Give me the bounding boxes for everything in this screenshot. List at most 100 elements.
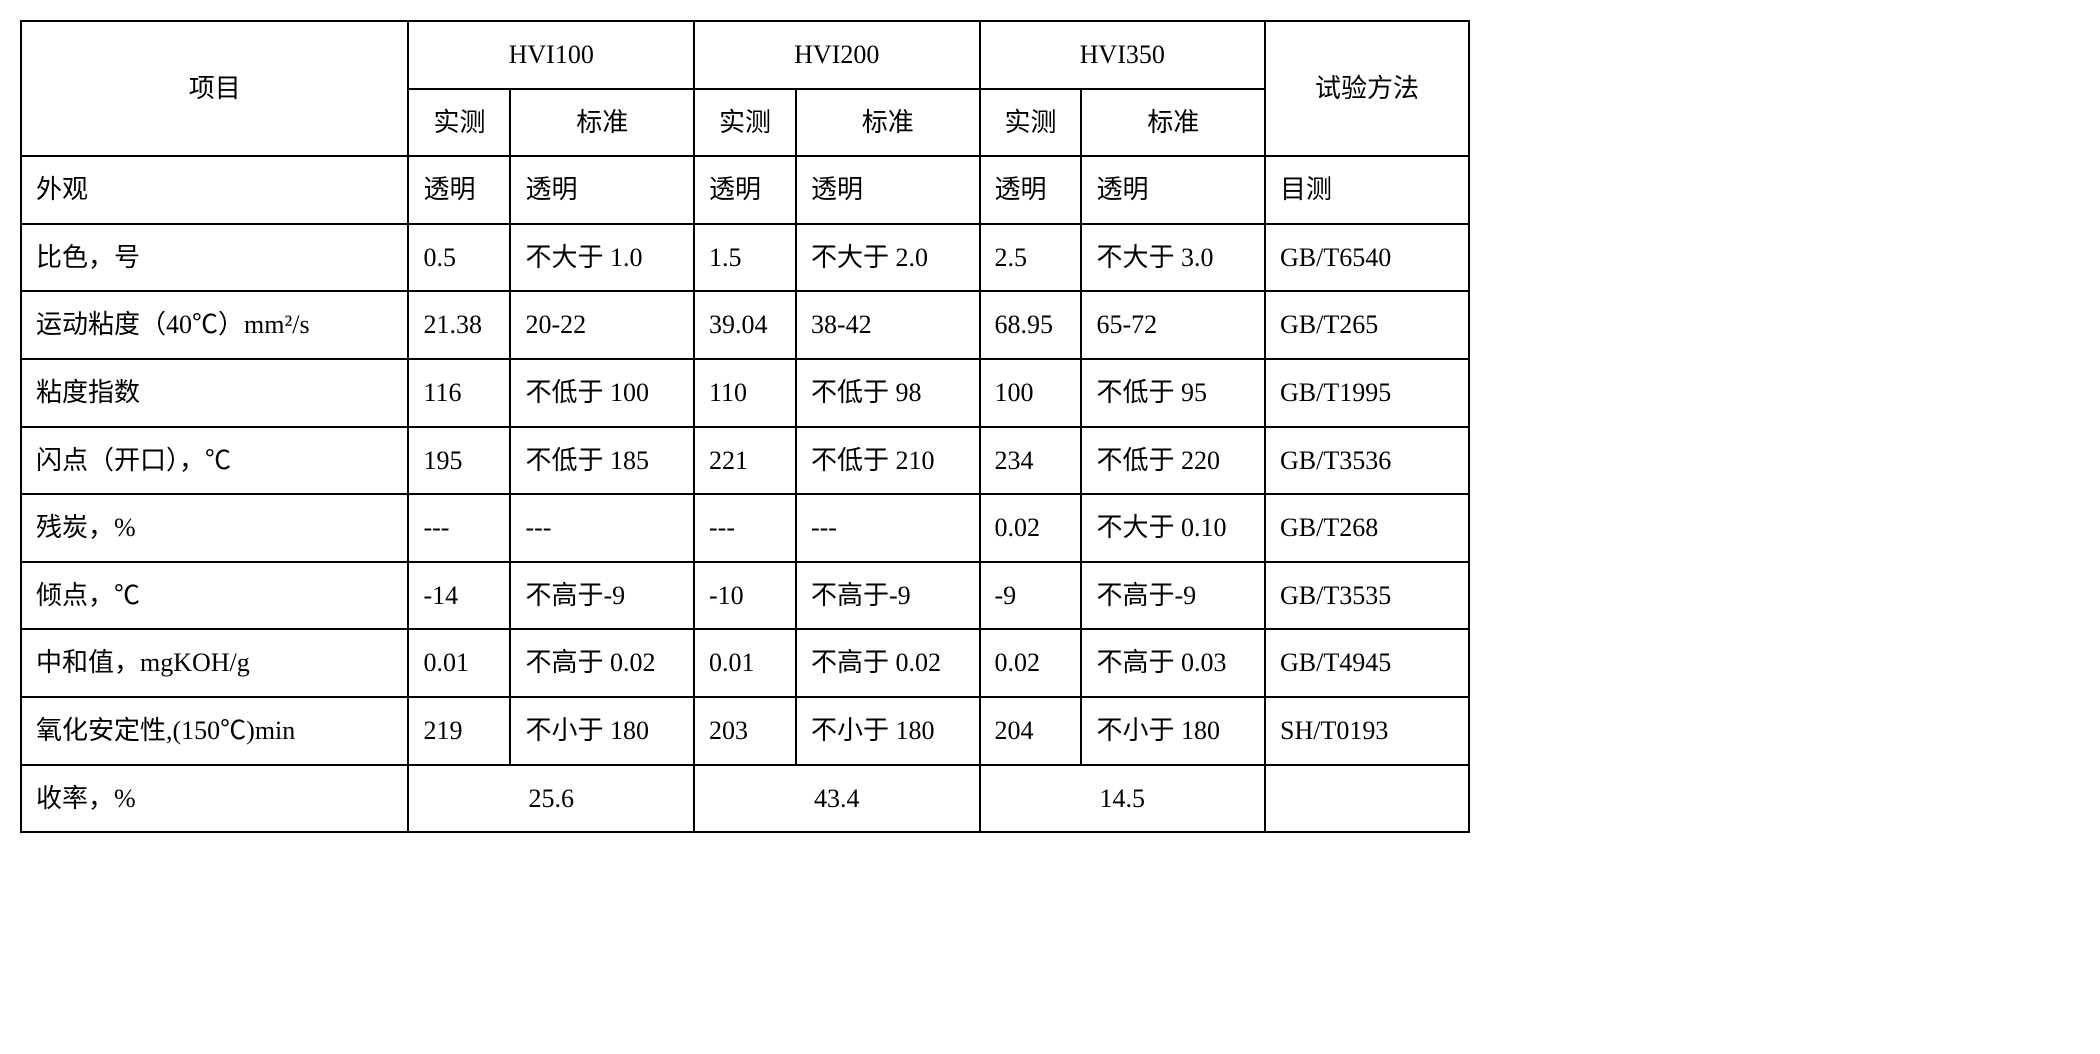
cell-g3-standard: 不高于 0.03 [1081, 629, 1265, 697]
cell-yield-g1: 25.6 [408, 765, 694, 833]
header-measured-3: 实测 [980, 89, 1082, 157]
cell-item: 中和值，mgKOH/g [21, 629, 408, 697]
cell-method: 目测 [1265, 156, 1469, 224]
cell-g2-standard: 不大于 2.0 [796, 224, 980, 292]
cell-g2-measured: 0.01 [694, 629, 796, 697]
cell-g1-standard: 不小于 180 [510, 697, 694, 765]
cell-g2-standard: 不高于-9 [796, 562, 980, 630]
cell-yield-g2: 43.4 [694, 765, 980, 833]
cell-g3-measured: -9 [980, 562, 1082, 630]
cell-item: 氧化安定性,(150℃)min [21, 697, 408, 765]
cell-g3-standard: 不小于 180 [1081, 697, 1265, 765]
cell-g1-standard: 20-22 [510, 291, 694, 359]
cell-g1-measured: -14 [408, 562, 510, 630]
cell-item: 比色，号 [21, 224, 408, 292]
cell-g3-measured: 68.95 [980, 291, 1082, 359]
table-row: 残炭，% --- --- --- --- 0.02 不大于 0.10 GB/T2… [21, 494, 1469, 562]
cell-g1-standard: 不大于 1.0 [510, 224, 694, 292]
cell-g1-standard: 不低于 100 [510, 359, 694, 427]
cell-g1-measured: 116 [408, 359, 510, 427]
cell-g3-measured: 0.02 [980, 629, 1082, 697]
cell-g1-measured: 195 [408, 427, 510, 495]
cell-method: SH/T0193 [1265, 697, 1469, 765]
cell-g2-standard: 38-42 [796, 291, 980, 359]
cell-g3-measured: 0.02 [980, 494, 1082, 562]
cell-g2-measured: 透明 [694, 156, 796, 224]
table-row: 氧化安定性,(150℃)min 219 不小于 180 203 不小于 180 … [21, 697, 1469, 765]
table-row: 运动粘度（40℃）mm²/s 21.38 20-22 39.04 38-42 6… [21, 291, 1469, 359]
cell-g1-standard: 透明 [510, 156, 694, 224]
cell-method: GB/T3536 [1265, 427, 1469, 495]
cell-g3-standard: 不大于 3.0 [1081, 224, 1265, 292]
table-row: 粘度指数 116 不低于 100 110 不低于 98 100 不低于 95 G… [21, 359, 1469, 427]
cell-g2-standard: --- [796, 494, 980, 562]
cell-g3-standard: 不大于 0.10 [1081, 494, 1265, 562]
cell-g3-standard: 不低于 220 [1081, 427, 1265, 495]
header-grade3: HVI350 [980, 21, 1266, 89]
cell-g1-measured: 21.38 [408, 291, 510, 359]
cell-g3-measured: 透明 [980, 156, 1082, 224]
cell-g2-measured: -10 [694, 562, 796, 630]
cell-item: 粘度指数 [21, 359, 408, 427]
cell-g3-measured: 204 [980, 697, 1082, 765]
cell-g2-measured: --- [694, 494, 796, 562]
cell-g3-standard: 透明 [1081, 156, 1265, 224]
header-grade2: HVI200 [694, 21, 980, 89]
header-method: 试验方法 [1265, 21, 1469, 156]
table-row: 外观 透明 透明 透明 透明 透明 透明 目测 [21, 156, 1469, 224]
cell-g2-standard: 不低于 98 [796, 359, 980, 427]
header-item: 项目 [21, 21, 408, 156]
cell-g3-measured: 100 [980, 359, 1082, 427]
cell-g2-measured: 1.5 [694, 224, 796, 292]
cell-g1-standard: 不高于-9 [510, 562, 694, 630]
header-grade1: HVI100 [408, 21, 694, 89]
header-standard-3: 标准 [1081, 89, 1265, 157]
cell-g3-standard: 不高于-9 [1081, 562, 1265, 630]
cell-g2-standard: 不低于 210 [796, 427, 980, 495]
header-measured-1: 实测 [408, 89, 510, 157]
specifications-table: 项目 HVI100 HVI200 HVI350 试验方法 实测 标准 实测 标准… [20, 20, 1470, 833]
header-measured-2: 实测 [694, 89, 796, 157]
cell-g1-standard: 不低于 185 [510, 427, 694, 495]
cell-method: GB/T265 [1265, 291, 1469, 359]
cell-item: 残炭，% [21, 494, 408, 562]
cell-g1-measured: 0.01 [408, 629, 510, 697]
cell-item: 外观 [21, 156, 408, 224]
header-standard-1: 标准 [510, 89, 694, 157]
cell-item: 闪点（开口），℃ [21, 427, 408, 495]
table-row: 比色，号 0.5 不大于 1.0 1.5 不大于 2.0 2.5 不大于 3.0… [21, 224, 1469, 292]
cell-yield-method [1265, 765, 1469, 833]
table-row: 倾点，℃ -14 不高于-9 -10 不高于-9 -9 不高于-9 GB/T35… [21, 562, 1469, 630]
cell-g2-measured: 221 [694, 427, 796, 495]
cell-g3-standard: 65-72 [1081, 291, 1265, 359]
cell-method: GB/T1995 [1265, 359, 1469, 427]
cell-method: GB/T3535 [1265, 562, 1469, 630]
cell-g2-standard: 不高于 0.02 [796, 629, 980, 697]
cell-g2-measured: 110 [694, 359, 796, 427]
cell-g3-measured: 234 [980, 427, 1082, 495]
cell-method: GB/T6540 [1265, 224, 1469, 292]
table-row: 闪点（开口），℃ 195 不低于 185 221 不低于 210 234 不低于… [21, 427, 1469, 495]
cell-yield-item: 收率，% [21, 765, 408, 833]
cell-g1-measured: 219 [408, 697, 510, 765]
cell-g2-measured: 39.04 [694, 291, 796, 359]
cell-g2-measured: 203 [694, 697, 796, 765]
table-row: 中和值，mgKOH/g 0.01 不高于 0.02 0.01 不高于 0.02 … [21, 629, 1469, 697]
cell-g2-standard: 不小于 180 [796, 697, 980, 765]
cell-g1-standard: 不高于 0.02 [510, 629, 694, 697]
cell-item: 倾点，℃ [21, 562, 408, 630]
yield-row: 收率，% 25.6 43.4 14.5 [21, 765, 1469, 833]
cell-g1-measured: 0.5 [408, 224, 510, 292]
header-standard-2: 标准 [796, 89, 980, 157]
cell-g2-standard: 透明 [796, 156, 980, 224]
table-body: 外观 透明 透明 透明 透明 透明 透明 目测 比色，号 0.5 不大于 1.0… [21, 156, 1469, 832]
header-row-1: 项目 HVI100 HVI200 HVI350 试验方法 [21, 21, 1469, 89]
cell-method: GB/T268 [1265, 494, 1469, 562]
cell-yield-g3: 14.5 [980, 765, 1266, 833]
cell-g3-measured: 2.5 [980, 224, 1082, 292]
cell-g3-standard: 不低于 95 [1081, 359, 1265, 427]
cell-item: 运动粘度（40℃）mm²/s [21, 291, 408, 359]
cell-g1-measured: --- [408, 494, 510, 562]
cell-method: GB/T4945 [1265, 629, 1469, 697]
cell-g1-measured: 透明 [408, 156, 510, 224]
